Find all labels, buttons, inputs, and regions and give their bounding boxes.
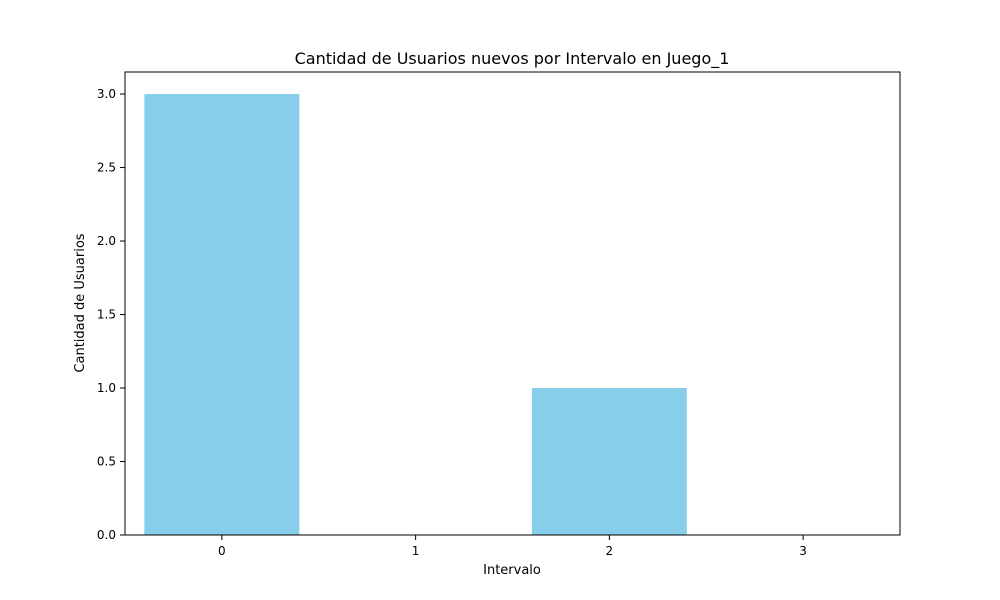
x-tick-label: 2 <box>606 544 614 558</box>
bar-2 <box>531 388 687 535</box>
bars-layer <box>144 94 687 536</box>
bar-0 <box>144 94 300 536</box>
y-axis-ticks: 0.0 0.5 1.0 1.5 2.0 2.5 3.0 <box>97 87 125 542</box>
y-tick-label: 1.5 <box>97 308 116 322</box>
x-tick-label: 0 <box>218 544 226 558</box>
x-axis-label: Intervalo <box>483 563 541 578</box>
y-tick-label: 0.0 <box>97 528 116 542</box>
y-tick-label: 2.5 <box>97 161 116 175</box>
x-axis-ticks: 0 1 2 3 <box>218 535 807 558</box>
y-tick-label: 1.0 <box>97 381 116 395</box>
y-tick-label: 3.0 <box>97 87 116 101</box>
x-tick-label: 3 <box>799 544 807 558</box>
y-axis-label: Cantidad de Usuarios <box>73 233 88 372</box>
plot-area-frame <box>124 71 901 536</box>
chart-title: Cantidad de Usuarios nuevos por Interval… <box>295 49 730 69</box>
y-tick-label: 2.0 <box>97 234 116 248</box>
y-tick-label: 0.5 <box>97 455 116 469</box>
x-tick-label: 1 <box>412 544 420 558</box>
